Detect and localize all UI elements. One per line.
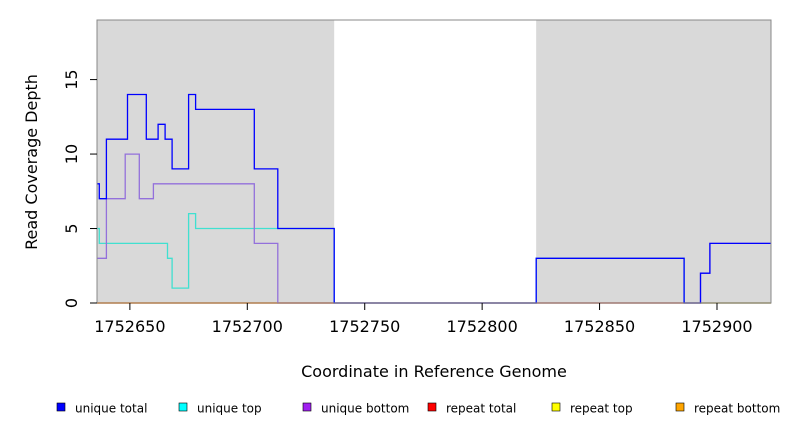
legend-item-repeat-total: repeat total bbox=[427, 402, 516, 416]
legend-label: unique top bbox=[197, 402, 262, 416]
legend-item-unique-bottom: unique bottom bbox=[302, 402, 409, 416]
y-tick-label: 5 bbox=[62, 223, 81, 233]
legend-label: repeat bottom bbox=[694, 402, 780, 416]
plot-frame bbox=[96, 19, 772, 304]
series-line-unique-total bbox=[97, 93, 771, 304]
x-tick-label: 1752650 bbox=[94, 317, 165, 336]
legend-item-unique-top: unique top bbox=[178, 402, 262, 416]
legend-item-repeat-bottom: repeat bottom bbox=[675, 402, 780, 416]
y-tick-label: 0 bbox=[62, 298, 81, 308]
legend-label: repeat total bbox=[446, 402, 516, 416]
x-tick-label: 1752800 bbox=[447, 317, 518, 336]
legend-swatch bbox=[675, 402, 685, 412]
y-tick-label: 15 bbox=[62, 69, 81, 89]
legend-item-repeat-top: repeat top bbox=[551, 402, 633, 416]
legend-swatch bbox=[551, 402, 561, 412]
legend-swatch bbox=[302, 402, 312, 412]
y-axis: 0 5 10 15 bbox=[62, 69, 97, 308]
legend-label: repeat top bbox=[570, 402, 633, 416]
x-tick-label: 1752700 bbox=[212, 317, 283, 336]
x-tick-label: 1752900 bbox=[681, 317, 752, 336]
shaded-region-1 bbox=[97, 20, 335, 303]
plot-background bbox=[97, 20, 771, 303]
legend-swatch bbox=[178, 402, 188, 412]
x-axis: 1752650 1752700 1752750 1752800 1752850 17529… bbox=[94, 303, 753, 336]
y-tick-label: 10 bbox=[62, 144, 81, 164]
legend: unique total unique top unique bottom repea… bbox=[56, 402, 780, 416]
legend-swatch bbox=[427, 402, 437, 412]
shaded-region-2 bbox=[536, 20, 771, 303]
legend-item-unique-total: unique total bbox=[56, 402, 147, 416]
y-axis-label: Read Coverage Depth bbox=[22, 74, 41, 250]
x-tick-label: 1752850 bbox=[564, 317, 635, 336]
x-tick-label: 1752750 bbox=[329, 317, 400, 336]
legend-swatch bbox=[56, 402, 66, 412]
legend-label: unique total bbox=[75, 402, 147, 416]
legend-label: unique bottom bbox=[321, 402, 409, 416]
x-axis-label: Coordinate in Reference Genome bbox=[301, 362, 567, 381]
